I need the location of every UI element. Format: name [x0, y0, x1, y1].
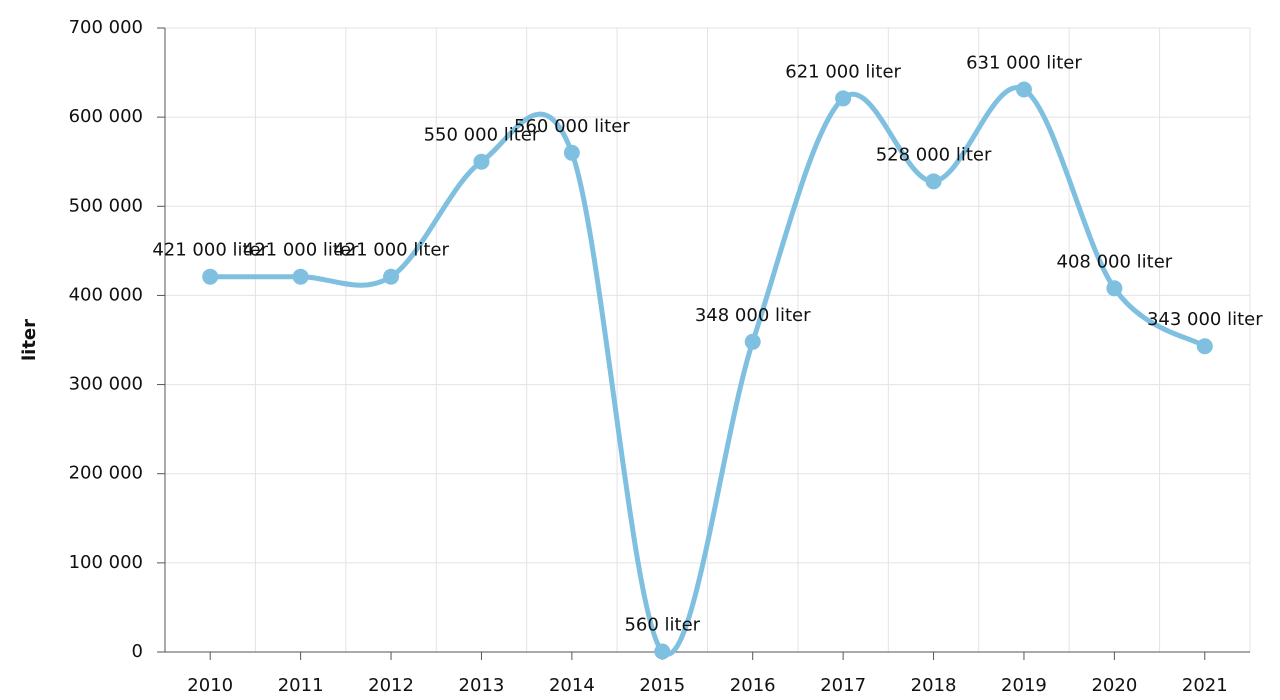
x-tick-label: 2012 [368, 675, 414, 696]
data-label: 621 000 liter [785, 61, 901, 82]
data-label: 421 000 liter [333, 240, 449, 261]
point [292, 268, 309, 285]
x-tick-label: 2020 [1091, 675, 1137, 696]
x-tick-label: 2014 [549, 675, 595, 696]
y-tick-label: 400 000 [69, 284, 143, 305]
data-label: 550 000 liter [424, 125, 540, 146]
point [1106, 280, 1123, 297]
x-tick-label: 2011 [278, 675, 324, 696]
x-tick-label: 2019 [1001, 675, 1047, 696]
point [563, 144, 580, 161]
data-label: 421 000 liter [152, 240, 268, 261]
data-label: 560 liter [624, 615, 700, 636]
x-tick-label: 2017 [820, 675, 866, 696]
point [835, 90, 852, 107]
data-label: 421 000 liter [243, 240, 359, 261]
y-tick-label: 300 000 [69, 374, 143, 395]
data-label: 343 000 liter [1147, 309, 1263, 330]
y-tick-label: 700 000 [69, 17, 143, 38]
point [202, 268, 219, 285]
x-tick-label: 2021 [1182, 675, 1228, 696]
data-label: 560 000 liter [514, 116, 630, 137]
y-tick-label: 100 000 [69, 552, 143, 573]
y-tick-label: 600 000 [69, 106, 143, 127]
point [473, 153, 490, 170]
x-tick-label: 2010 [187, 675, 233, 696]
x-tick-label: 2018 [911, 675, 957, 696]
point [383, 268, 400, 285]
x-tick-label: 2013 [459, 675, 505, 696]
point [654, 643, 671, 660]
x-tick-label: 2016 [730, 675, 776, 696]
data-label: 408 000 liter [1057, 251, 1173, 272]
y-axis-label: liter [19, 319, 40, 361]
point [744, 333, 761, 350]
y-tick-label: 0 [132, 641, 143, 662]
data-label: 631 000 liter [966, 53, 1082, 74]
data-label: 348 000 liter [695, 305, 811, 326]
data-label: 528 000 liter [876, 144, 992, 165]
point [1196, 338, 1213, 355]
point [925, 173, 942, 190]
point [1015, 81, 1032, 98]
x-tick-label: 2015 [639, 675, 685, 696]
y-tick-label: 500 000 [69, 195, 143, 216]
y-tick-label: 200 000 [69, 463, 143, 484]
